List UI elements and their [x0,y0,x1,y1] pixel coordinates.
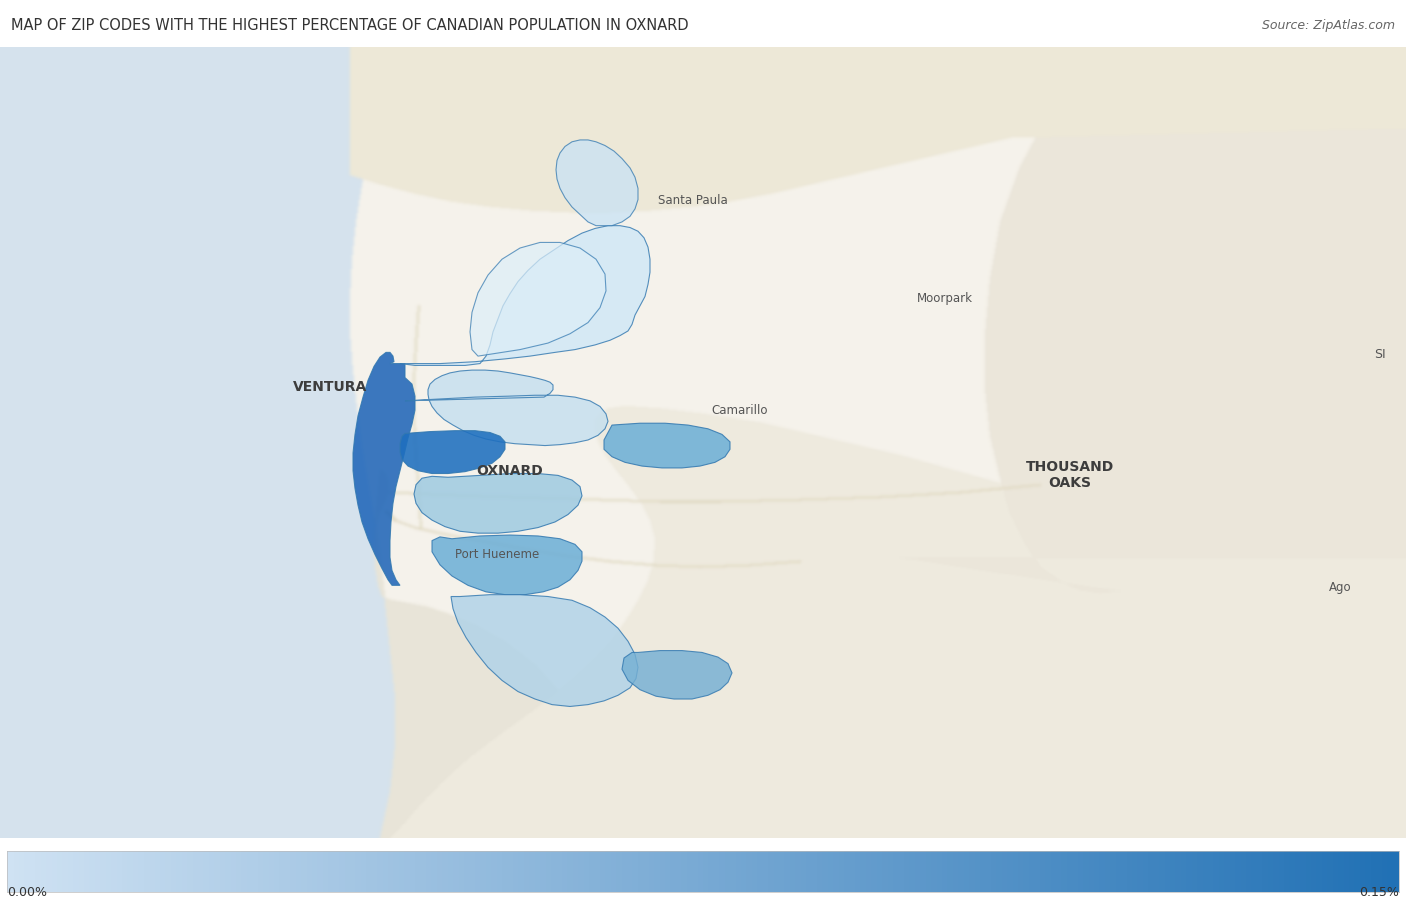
Polygon shape [605,423,730,468]
Polygon shape [399,431,505,474]
Polygon shape [413,474,582,533]
Text: Camarillo: Camarillo [711,404,768,416]
Text: Santa Paula: Santa Paula [658,194,728,207]
Polygon shape [353,352,415,585]
Polygon shape [555,140,638,226]
Text: Source: ZipAtlas.com: Source: ZipAtlas.com [1261,19,1395,32]
Text: VENTURA: VENTURA [292,380,367,394]
Text: Moorpark: Moorpark [917,292,973,305]
Text: Ago: Ago [1329,581,1351,593]
Polygon shape [621,651,733,699]
Polygon shape [405,370,607,446]
Polygon shape [451,594,638,707]
Polygon shape [399,226,650,365]
Text: MAP OF ZIP CODES WITH THE HIGHEST PERCENTAGE OF CANADIAN POPULATION IN OXNARD: MAP OF ZIP CODES WITH THE HIGHEST PERCEN… [11,18,689,33]
Text: 0.15%: 0.15% [1360,886,1399,899]
Text: 0.00%: 0.00% [7,886,46,899]
Text: SI: SI [1374,348,1386,360]
Polygon shape [470,243,606,356]
Polygon shape [432,535,582,594]
Text: THOUSAND
OAKS: THOUSAND OAKS [1026,460,1114,491]
Text: OXNARD: OXNARD [477,464,543,477]
Text: Port Hueneme: Port Hueneme [456,548,538,561]
